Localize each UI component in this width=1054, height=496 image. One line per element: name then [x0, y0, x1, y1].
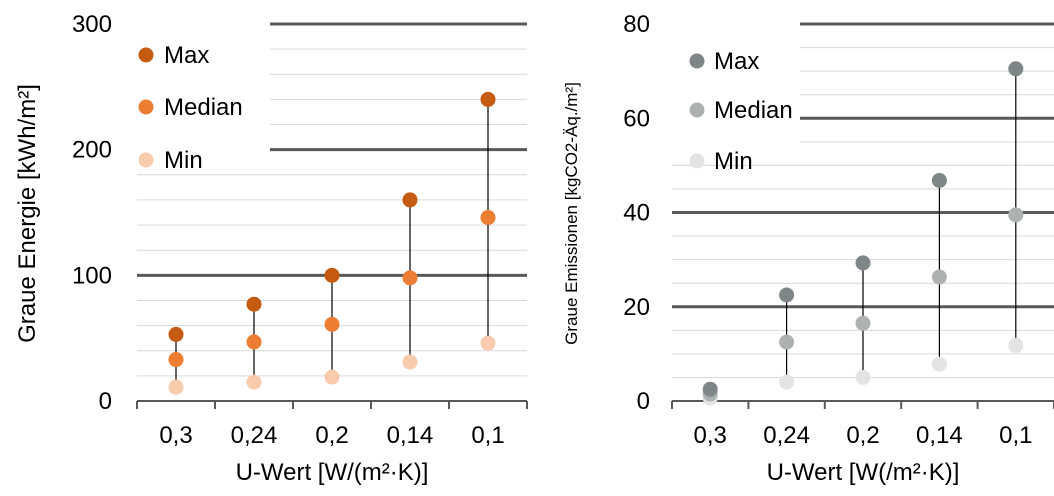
- energy-x-tick-label: 0,1: [471, 422, 504, 449]
- emissions-y-tick-label: 40: [623, 200, 650, 227]
- energy-point-median: [168, 352, 184, 368]
- energy-point-min: [480, 335, 496, 351]
- emissions-point-min: [931, 356, 947, 372]
- energy-y-tick-label: 200: [72, 137, 112, 164]
- energy-point-max: [480, 91, 496, 107]
- energy-point-min: [246, 374, 262, 390]
- energy-point-max: [324, 267, 340, 283]
- emissions-point-max: [702, 381, 718, 397]
- energy-y-tick-label: 100: [72, 262, 112, 289]
- emissions-x-tick-label: 0,2: [846, 422, 879, 449]
- emissions-y-tick-label: 0: [637, 388, 650, 415]
- emissions-point-median: [931, 269, 947, 285]
- emissions-point-min: [779, 374, 795, 390]
- emissions-legend-label-min: Min: [714, 148, 753, 175]
- emissions-point-median: [855, 315, 871, 331]
- emissions-y-tick-label: 60: [623, 105, 650, 132]
- emissions-point-max: [1008, 61, 1024, 77]
- emissions-point-median: [779, 334, 795, 350]
- energy-point-max: [168, 326, 184, 342]
- emissions-legend-marker-max: [689, 53, 705, 69]
- energy-point-median: [246, 334, 262, 350]
- emissions-point-max: [779, 287, 795, 303]
- emissions-x-axis-label: U-Wert [W(/m²·K)]: [767, 459, 960, 486]
- emissions-point-min: [1008, 337, 1024, 353]
- energy-point-max: [246, 296, 262, 312]
- energy-legend-label-median: Median: [164, 94, 243, 121]
- energy-point-median: [324, 316, 340, 332]
- energy-y-axis-label: Graue Energie [kWh/m²]: [14, 84, 41, 343]
- energy-x-tick-label: 0,2: [315, 422, 348, 449]
- energy-y-tick-label: 300: [72, 11, 112, 38]
- emissions-point-max: [855, 255, 871, 271]
- emissions-legend-marker-median: [689, 102, 705, 118]
- emissions-y-axis-label: Graue Emissionen [kgCO2-Äq./m²]: [562, 82, 581, 345]
- energy-point-max: [402, 192, 418, 208]
- emissions-y-tick-label: 20: [623, 294, 650, 321]
- emissions-x-tick-label: 0,14: [916, 422, 963, 449]
- energy-legend-label-max: Max: [164, 42, 209, 69]
- emissions-x-tick-label: 0,1: [999, 422, 1032, 449]
- emissions-x-tick-label: 0,24: [763, 422, 810, 449]
- energy-y-tick-label: 0: [99, 388, 112, 415]
- energy-point-min: [402, 354, 418, 370]
- energy-legend-marker-max: [138, 47, 154, 63]
- emissions-point-min: [855, 369, 871, 385]
- energy-point-min: [168, 379, 184, 395]
- energy-x-tick-label: 0,14: [387, 422, 434, 449]
- energy-x-tick-label: 0,3: [159, 422, 192, 449]
- energy-legend-label-min: Min: [164, 147, 203, 174]
- energy-point-median: [402, 270, 418, 286]
- emissions-legend-label-max: Max: [714, 48, 759, 75]
- emissions-legend-marker-min: [689, 153, 705, 169]
- emissions-point-max: [931, 172, 947, 188]
- energy-point-median: [480, 210, 496, 226]
- energy-x-tick-label: 0,24: [231, 422, 278, 449]
- energy-legend-marker-min: [138, 152, 154, 168]
- emissions-legend-label-median: Median: [714, 97, 793, 124]
- emissions-y-tick-label: 80: [623, 11, 650, 38]
- emissions-point-median: [1008, 207, 1024, 223]
- energy-legend-marker-median: [138, 99, 154, 115]
- energy-x-axis-label: U-Wert [W/(m²·K)]: [236, 459, 429, 486]
- emissions-x-tick-label: 0,3: [694, 422, 727, 449]
- energy-point-min: [324, 369, 340, 385]
